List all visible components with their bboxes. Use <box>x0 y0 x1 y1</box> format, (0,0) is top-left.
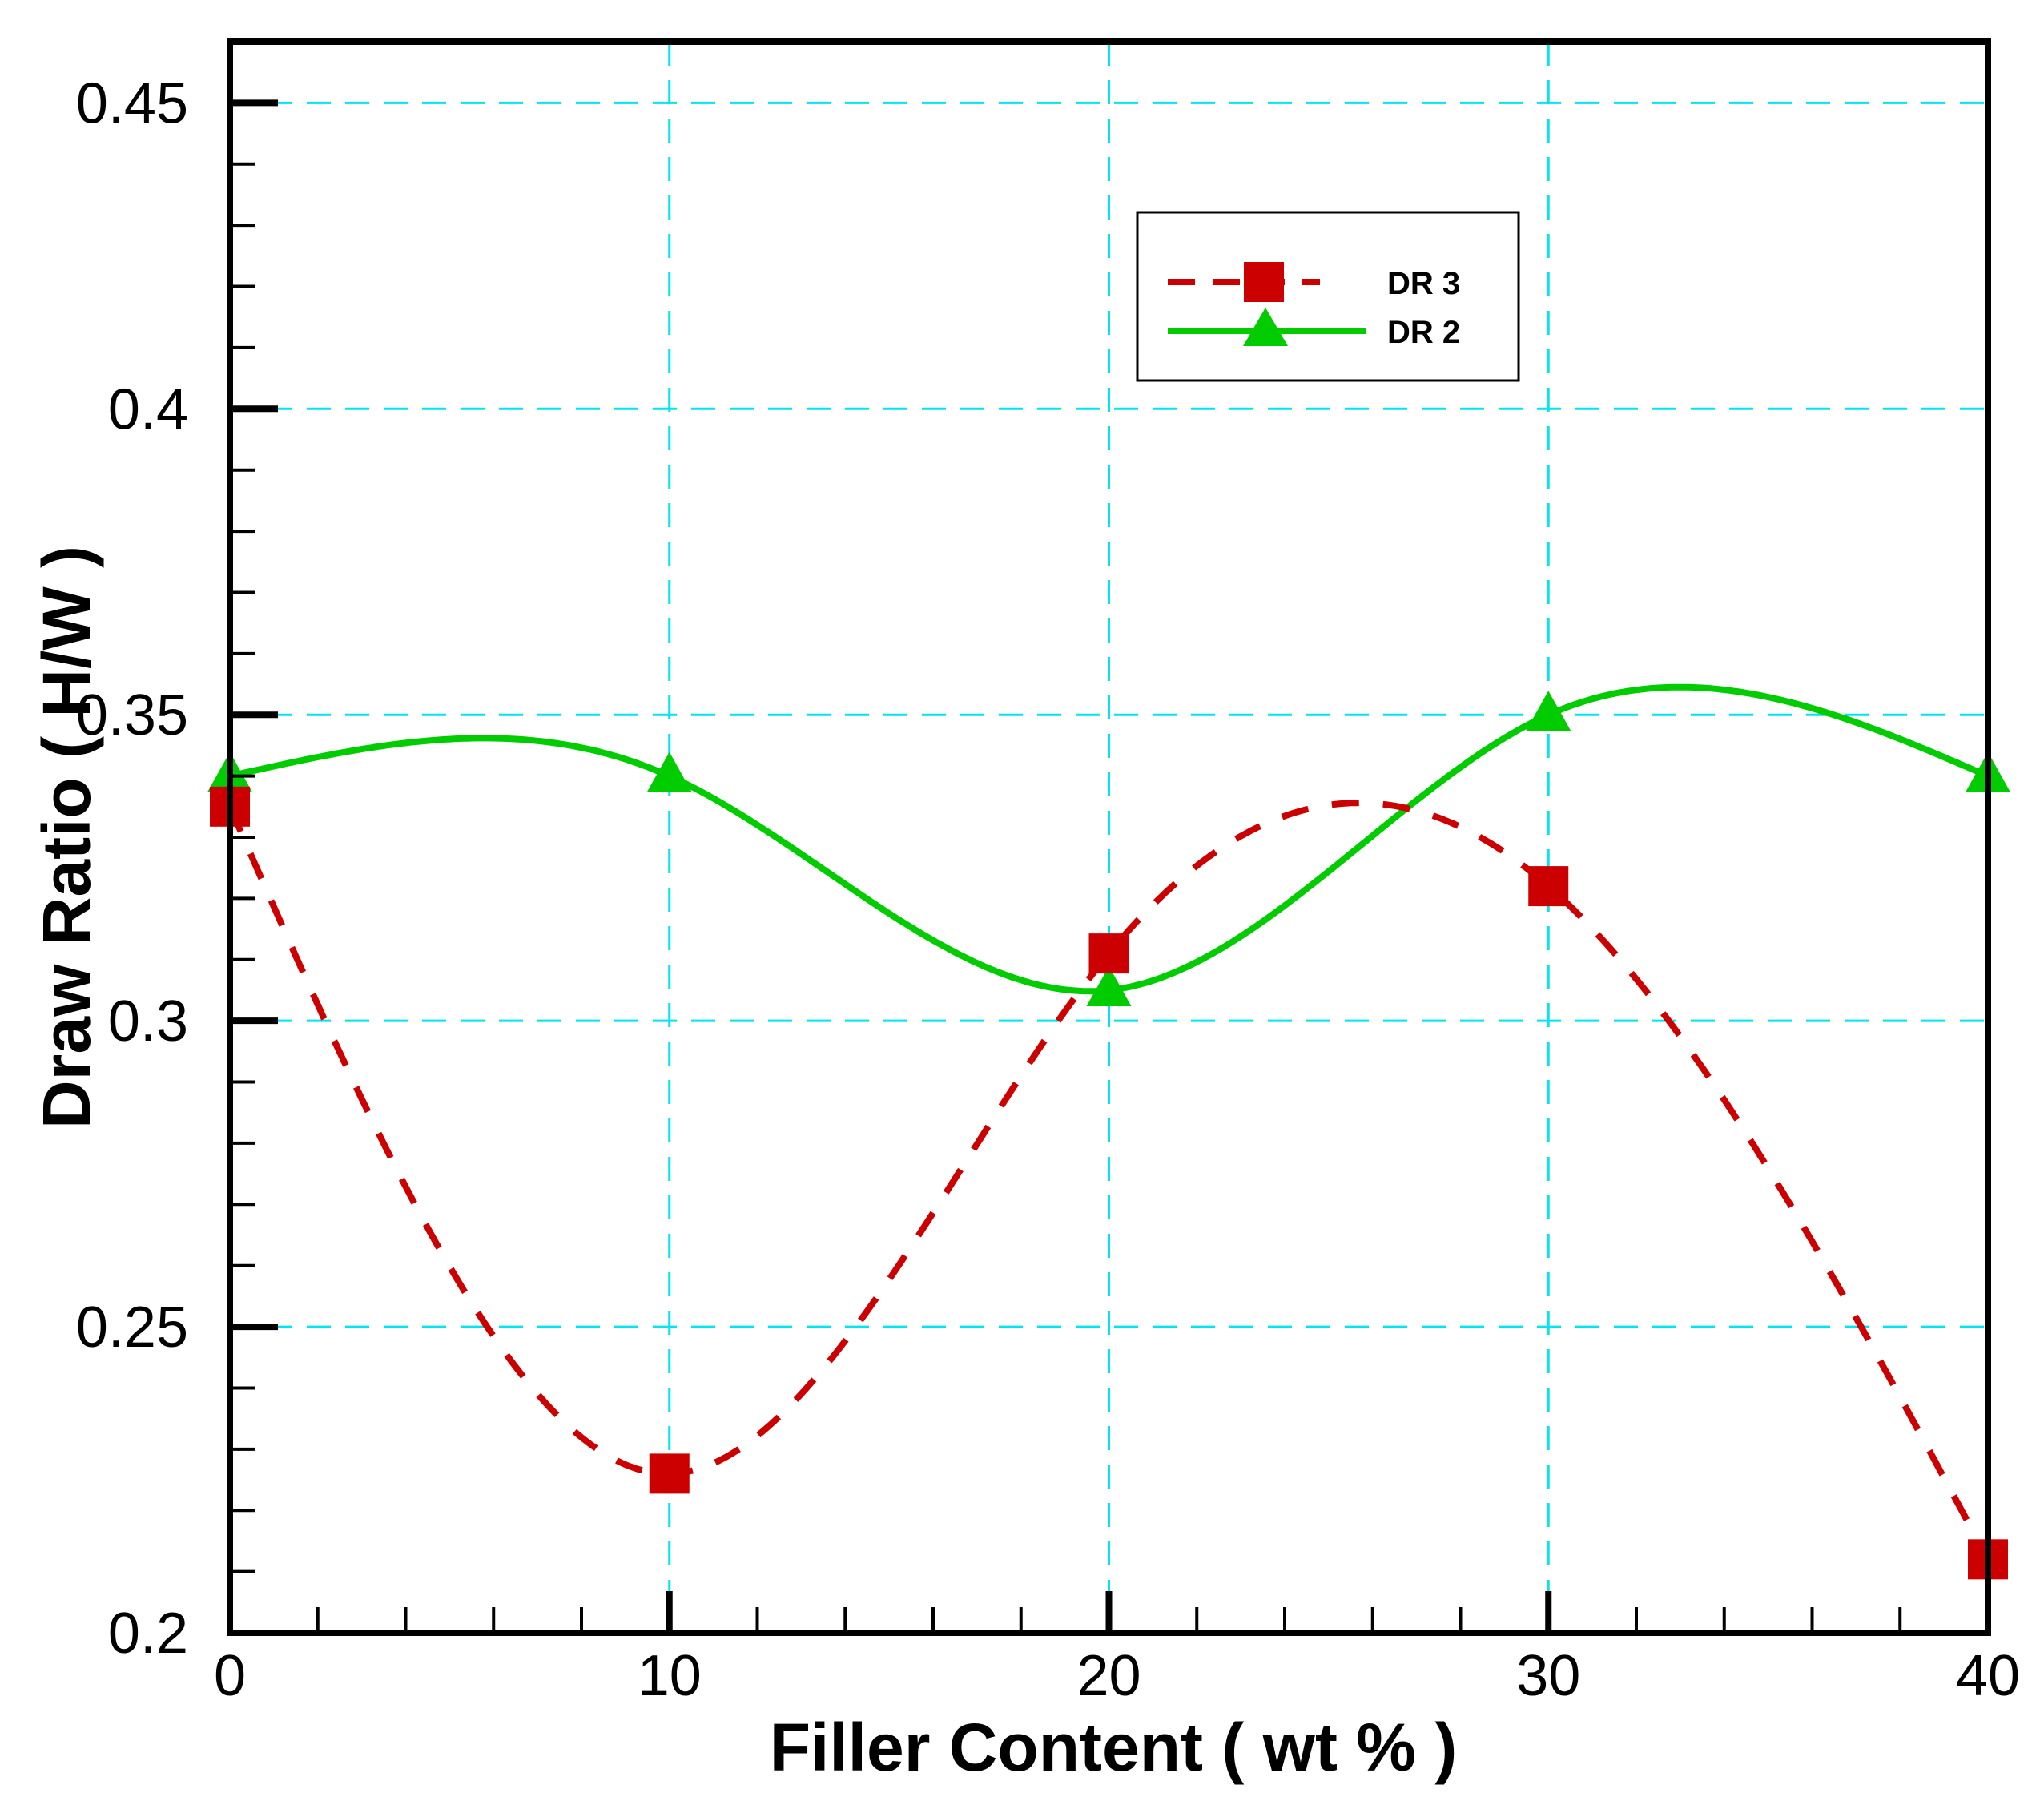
tick-labels: 0 10 20 30 40 0.2 0.25 0.3 0.35 0.4 0.45 <box>76 71 2020 1708</box>
x-tick-label-1: 10 <box>638 1644 702 1708</box>
y-tick-label-2: 0.3 <box>108 989 188 1054</box>
legend-label-dr3: DR 3 <box>1387 266 1460 301</box>
x-tick-label-3: 30 <box>1516 1644 1580 1708</box>
legend-marker-dr2 <box>1243 308 1288 346</box>
y-tick-label-5: 0.45 <box>76 71 188 135</box>
y-tick-label-3: 0.35 <box>76 683 188 747</box>
marker-dr2-3 <box>1526 691 1571 731</box>
marker-dr3-3 <box>1528 866 1569 907</box>
y-tick-label-1: 0.25 <box>76 1295 188 1360</box>
ticks <box>227 40 1991 1636</box>
legend-box <box>1136 211 1520 382</box>
legend-label-dr2: DR 2 <box>1387 315 1460 350</box>
marker-dr3-1 <box>649 1453 690 1494</box>
y-tick-label-0: 0.2 <box>108 1602 188 1666</box>
y-tick-label-4: 0.4 <box>108 377 188 441</box>
x-tick-label-4: 40 <box>1956 1644 2020 1708</box>
y-axis-title: Draw Ratio ( H/W ) <box>29 546 104 1129</box>
legend-marker-dr3 <box>1244 262 1284 302</box>
marker-dr2-1 <box>646 751 692 792</box>
x-axis-title: Filler Content ( wt % ) <box>770 1710 1458 1785</box>
legend: DR 3 DR 2 <box>1136 211 1520 382</box>
marker-dr2-2 <box>1086 965 1132 1006</box>
x-tick-label-0: 0 <box>214 1644 246 1708</box>
grid <box>230 42 1988 1633</box>
x-tick-label-2: 20 <box>1076 1644 1141 1708</box>
series-line-dr3 <box>227 800 1991 1561</box>
marker-dr3-2 <box>1088 933 1129 974</box>
